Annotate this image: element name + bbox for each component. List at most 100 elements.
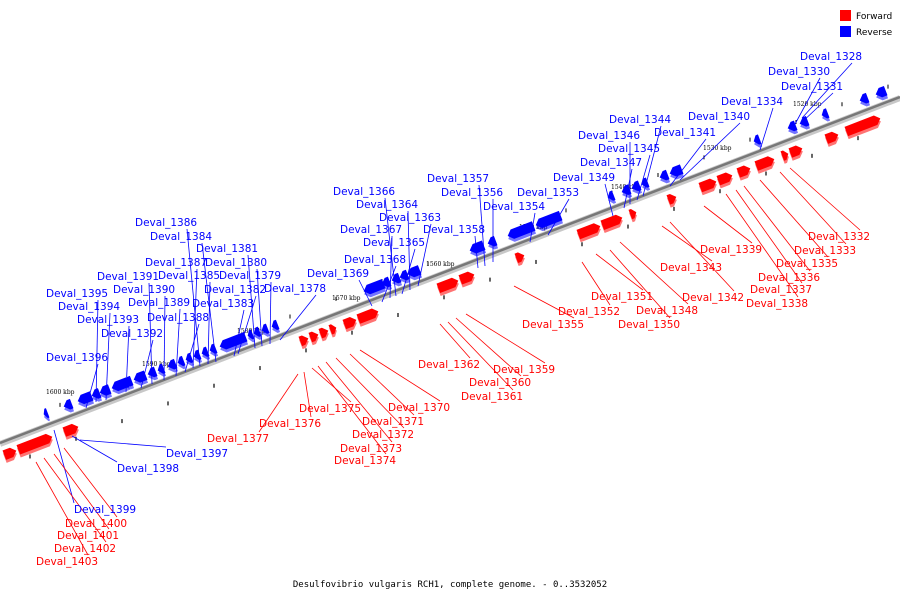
gene-label-deval-1374: Deval_1374 bbox=[334, 455, 396, 467]
gene-label-deval-1343: Deval_1343 bbox=[660, 262, 722, 274]
gene-reverse bbox=[185, 352, 194, 364]
leader-deval-1337 bbox=[735, 189, 803, 284]
legend: Forward Reverse bbox=[840, 10, 893, 38]
gene-label-deval-1368: Deval_1368 bbox=[344, 254, 406, 266]
gene-label-deval-1378: Deval_1378 bbox=[264, 283, 326, 295]
leader-deval-1401 bbox=[53, 453, 110, 530]
gene-labels: Deval_1328 Deval_1330 Deval_1331 Deval_1334… bbox=[36, 51, 870, 568]
gene-reverse bbox=[91, 388, 102, 399]
gene-label-deval-1372: Deval_1372 bbox=[352, 429, 414, 441]
gene-label-deval-1338: Deval_1338 bbox=[746, 298, 808, 310]
leader-deval-1363 bbox=[417, 223, 432, 287]
gene-track bbox=[2, 85, 889, 463]
gene-reverse bbox=[487, 235, 498, 247]
gene-label-deval-1339: Deval_1339 bbox=[700, 244, 762, 256]
leader-deval-1368 bbox=[381, 265, 397, 303]
leader-deval-1366 bbox=[384, 197, 397, 297]
gene-label-deval-1344: Deval_1344 bbox=[609, 114, 671, 126]
gene-label-deval-1375: Deval_1375 bbox=[299, 403, 361, 415]
gene-reverse bbox=[43, 408, 50, 419]
gene-forward bbox=[514, 252, 525, 264]
gene-reverse bbox=[253, 326, 262, 337]
gene-label-deval-1357: Deval_1357 bbox=[427, 173, 489, 185]
leader-deval-1372 bbox=[335, 357, 405, 429]
gene-label-deval-1379: Deval_1379 bbox=[219, 270, 281, 282]
tick-label: 1600 kbp bbox=[46, 389, 75, 396]
tick-label: 1560 kbp bbox=[426, 261, 455, 268]
figure-caption: Desulfovibrio vulgaris RCH1, complete ge… bbox=[293, 580, 607, 590]
leader-deval-1335 bbox=[759, 179, 829, 258]
leader-deval-1394 bbox=[105, 312, 111, 401]
leader-deval-1396 bbox=[85, 363, 99, 409]
gene-reverse bbox=[753, 134, 762, 145]
gene-label-deval-1397: Deval_1397 bbox=[166, 448, 228, 460]
gene-reverse bbox=[875, 85, 888, 98]
leader-deval-1399 bbox=[53, 429, 75, 504]
gene-label-deval-1362: Deval_1362 bbox=[418, 359, 480, 371]
gene-label-deval-1333: Deval_1333 bbox=[794, 245, 856, 257]
gene-forward bbox=[666, 193, 677, 205]
gene-reverse bbox=[821, 108, 830, 119]
legend-swatch-reverse bbox=[840, 26, 851, 37]
gene-reverse bbox=[621, 184, 632, 196]
leader-deval-1342 bbox=[669, 221, 735, 292]
gene-label-deval-1359: Deval_1359 bbox=[493, 364, 555, 376]
gene-label-deval-1358: Deval_1358 bbox=[423, 224, 485, 236]
gene-label-deval-1395: Deval_1395 bbox=[46, 288, 108, 300]
gene-label-deval-1384: Deval_1384 bbox=[150, 231, 212, 243]
gene-label-deval-1334: Deval_1334 bbox=[721, 96, 783, 108]
gene-forward bbox=[576, 223, 601, 240]
gene-reverse bbox=[363, 278, 386, 295]
gene-reverse bbox=[63, 398, 74, 410]
gene-reverse bbox=[407, 265, 422, 278]
gene-label-deval-1349: Deval_1349 bbox=[553, 172, 615, 184]
leader-deval-1370 bbox=[359, 349, 441, 402]
gene-reverse bbox=[99, 384, 112, 396]
leader-deval-1386 bbox=[186, 228, 201, 367]
leader-deval-1345 bbox=[636, 154, 651, 201]
gene-label-deval-1382: Deval_1382 bbox=[204, 284, 266, 296]
leader-deval-1349 bbox=[604, 183, 614, 217]
gene-reverse bbox=[201, 346, 210, 357]
leader-deval-1360 bbox=[455, 317, 522, 377]
leader-deval-1354 bbox=[529, 212, 536, 243]
leader-deval-1397 bbox=[79, 439, 167, 448]
gene-label-deval-1361: Deval_1361 bbox=[461, 391, 523, 403]
leader-deval-1355 bbox=[513, 285, 575, 319]
leader-deval-1373 bbox=[325, 361, 393, 443]
gene-label-deval-1352: Deval_1352 bbox=[558, 306, 620, 318]
leader-deval-1375 bbox=[311, 367, 352, 403]
gene-label-deval-1354: Deval_1354 bbox=[483, 201, 545, 213]
leader-deval-1390 bbox=[163, 295, 166, 381]
gene-forward bbox=[356, 308, 379, 324]
gene-label-deval-1336: Deval_1336 bbox=[758, 272, 820, 284]
gene-forward bbox=[628, 208, 637, 220]
gene-reverse bbox=[157, 363, 166, 374]
legend-swatch-forward bbox=[840, 10, 851, 21]
leader-deval-1347 bbox=[623, 168, 633, 209]
gene-reverse bbox=[177, 355, 186, 367]
leader-deval-1351 bbox=[595, 253, 644, 291]
gene-label-deval-1393: Deval_1393 bbox=[77, 314, 139, 326]
leader-deval-1391 bbox=[148, 282, 153, 385]
leader-deval-1364 bbox=[407, 210, 411, 291]
leader-deval-1371 bbox=[349, 353, 415, 416]
leader-deval-1358 bbox=[474, 235, 479, 269]
leader-deval-1336 bbox=[743, 185, 811, 272]
gene-reverse bbox=[219, 332, 248, 350]
gene-label-deval-1401: Deval_1401 bbox=[57, 530, 119, 542]
gene-label-deval-1347: Deval_1347 bbox=[580, 157, 642, 169]
leader-deval-1369 bbox=[358, 279, 373, 307]
leader-deval-1367 bbox=[389, 235, 393, 299]
gene-reverse bbox=[133, 370, 148, 383]
gene-label-deval-1400: Deval_1400 bbox=[65, 518, 127, 530]
leader-deval-1380 bbox=[256, 268, 263, 347]
gene-label-deval-1366: Deval_1366 bbox=[333, 186, 395, 198]
gene-label-deval-1350: Deval_1350 bbox=[618, 319, 680, 331]
gene-forward bbox=[716, 172, 733, 186]
leader-deval-1333 bbox=[779, 171, 847, 245]
gene-label-deval-1348: Deval_1348 bbox=[636, 305, 698, 317]
leader-deval-1388 bbox=[184, 323, 200, 373]
gene-label-deval-1337: Deval_1337 bbox=[750, 284, 812, 296]
leader-deval-1385 bbox=[207, 281, 211, 365]
